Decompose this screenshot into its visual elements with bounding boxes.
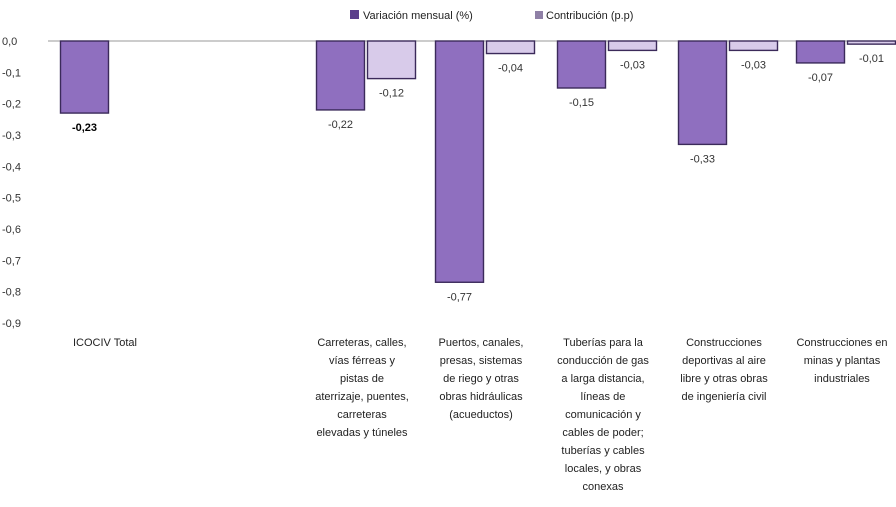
bar-contribucion-2 bbox=[485, 40, 536, 55]
category-label: tuberías y cables bbox=[561, 445, 645, 457]
bar-variacion-3 bbox=[556, 40, 607, 89]
category-label: (acueductos) bbox=[449, 409, 513, 421]
y-tick-label: -0,2 bbox=[2, 99, 21, 111]
category-label: de ingeniería civil bbox=[682, 391, 767, 403]
label-variacion-2: -0,77 bbox=[447, 291, 472, 303]
category-label: vías férreas y bbox=[329, 355, 396, 367]
category-label: comunicación y bbox=[565, 409, 641, 421]
category-label: a larga distancia, bbox=[561, 373, 644, 385]
legend-label-variacion: Variación mensual (%) bbox=[363, 10, 473, 22]
bar-contribucion-5 bbox=[846, 40, 896, 45]
legend-swatch-variacion bbox=[350, 10, 359, 19]
category-label: libre y otras obras bbox=[680, 373, 768, 385]
category-label: Carreteras, calles, bbox=[317, 337, 406, 349]
y-tick-label: -0,4 bbox=[2, 161, 21, 173]
x-axis: ICOCIV Total Carreteras, calles, vías férr… bbox=[73, 337, 888, 493]
category-label: líneas de bbox=[581, 391, 626, 403]
bar-variacion-0 bbox=[59, 40, 110, 114]
data-labels: -0,23 -0,22 -0,77 -0,15 -0,33 -0,07 -0,12 -0,04… bbox=[72, 53, 884, 303]
category-label: de riego y otras bbox=[443, 373, 519, 385]
category-label: cables de poder; bbox=[562, 427, 643, 439]
bar-contribucion-4 bbox=[728, 40, 779, 52]
category-label: obras hidráulicas bbox=[439, 391, 523, 403]
label-contribucion-4: -0,03 bbox=[741, 59, 766, 71]
bar-variacion-5 bbox=[795, 40, 846, 64]
bar-contribucion-1 bbox=[366, 40, 417, 80]
y-tick-label: -0,8 bbox=[2, 287, 21, 299]
y-tick-label: -0,9 bbox=[2, 318, 21, 330]
label-variacion-4: -0,33 bbox=[690, 153, 715, 165]
category-label: minas y plantas bbox=[804, 355, 881, 367]
y-tick-label: -0,1 bbox=[2, 67, 21, 79]
bar-variacion-2 bbox=[434, 40, 485, 283]
category-label: carreteras bbox=[337, 409, 387, 421]
y-tick-label: -0,3 bbox=[2, 130, 21, 142]
label-variacion-1: -0,22 bbox=[328, 119, 353, 131]
y-tick-label: -0,5 bbox=[2, 193, 21, 205]
category-label: pistas de bbox=[340, 373, 384, 385]
category-label: aterrizaje, puentes, bbox=[315, 391, 409, 403]
label-variacion-0: -0,23 bbox=[72, 122, 97, 134]
label-contribucion-2: -0,04 bbox=[498, 63, 523, 75]
category-label: Puertos, canales, bbox=[439, 337, 524, 349]
legend-swatch-contribucion bbox=[535, 11, 543, 19]
label-contribucion-1: -0,12 bbox=[379, 88, 404, 100]
category-label: Construcciones en bbox=[796, 337, 887, 349]
legend-label-contribucion: Contribución (p.p) bbox=[546, 10, 633, 22]
category-label: ICOCIV Total bbox=[73, 337, 137, 349]
y-tick-label: -0,7 bbox=[2, 255, 21, 267]
label-variacion-3: -0,15 bbox=[569, 97, 594, 109]
legend: Variación mensual (%) Contribución (p.p) bbox=[350, 10, 633, 22]
label-contribucion-3: -0,03 bbox=[620, 59, 645, 71]
category-label: industriales bbox=[814, 373, 870, 385]
category-label: conducción de gas bbox=[557, 355, 649, 367]
category-label: conexas bbox=[583, 481, 624, 493]
category-label: locales, y obras bbox=[565, 463, 642, 475]
bar-contribucion-3 bbox=[607, 40, 658, 52]
bar-variacion-1 bbox=[315, 40, 366, 111]
category-label: elevadas y túneles bbox=[316, 427, 408, 439]
category-label: Tuberías para la bbox=[563, 337, 644, 349]
category-label: Construcciones bbox=[686, 337, 762, 349]
label-contribucion-5: -0,01 bbox=[859, 53, 884, 65]
bars bbox=[59, 40, 896, 283]
y-tick-label: 0,0 bbox=[2, 36, 17, 48]
category-label: presas, sistemas bbox=[440, 355, 523, 367]
category-label: deportivas al aire bbox=[682, 355, 766, 367]
bar-variacion-4 bbox=[677, 40, 728, 146]
y-tick-label: -0,6 bbox=[2, 224, 21, 236]
label-variacion-5: -0,07 bbox=[808, 72, 833, 84]
